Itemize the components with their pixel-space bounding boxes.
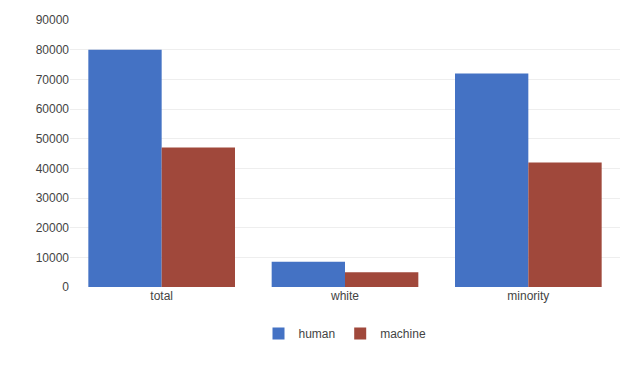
svg-text:40000: 40000 bbox=[36, 162, 70, 176]
svg-text:20000: 20000 bbox=[36, 221, 70, 235]
svg-text:white: white bbox=[330, 289, 359, 303]
svg-text:minority: minority bbox=[507, 289, 549, 303]
svg-text:total: total bbox=[150, 289, 173, 303]
svg-text:80000: 80000 bbox=[36, 43, 70, 57]
svg-text:10000: 10000 bbox=[36, 251, 70, 265]
svg-text:60000: 60000 bbox=[36, 102, 70, 116]
svg-text:0: 0 bbox=[62, 280, 69, 294]
svg-text:human: human bbox=[299, 327, 336, 341]
svg-text:50000: 50000 bbox=[36, 132, 70, 146]
svg-text:70000: 70000 bbox=[36, 73, 70, 87]
svg-text:machine: machine bbox=[380, 327, 426, 341]
svg-text:30000: 30000 bbox=[36, 191, 70, 205]
svg-text:90000: 90000 bbox=[36, 13, 70, 27]
